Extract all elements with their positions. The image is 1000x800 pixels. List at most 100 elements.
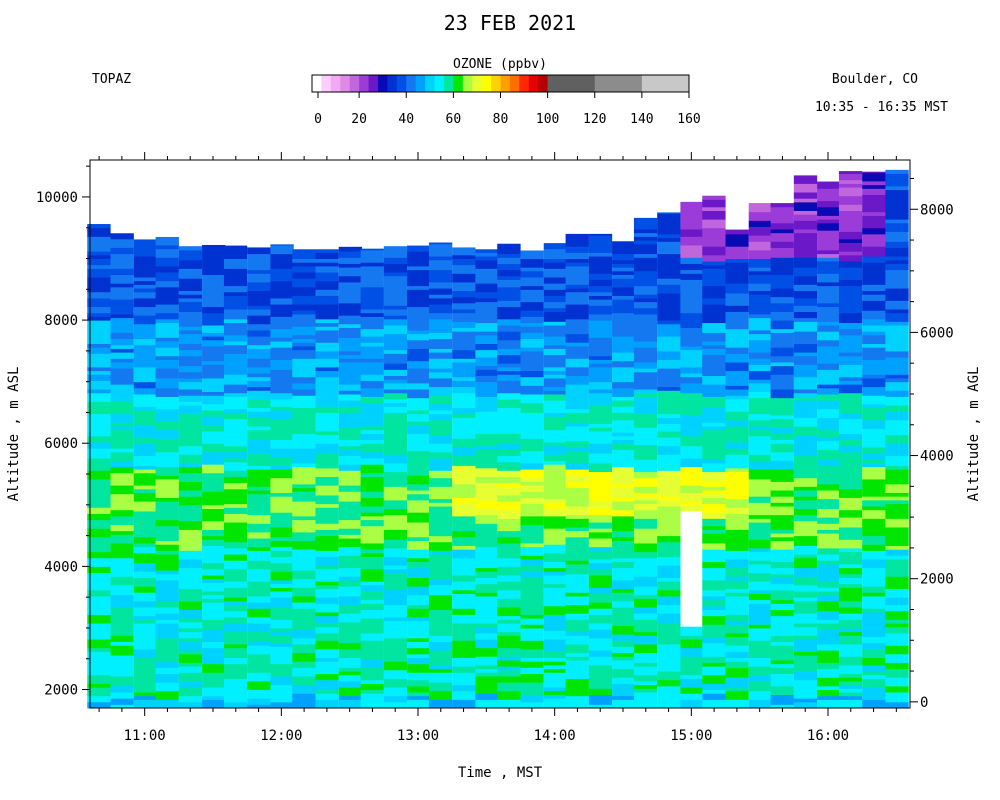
heatmap-cell [838, 501, 863, 511]
heatmap-cell [155, 377, 179, 385]
heatmap-cell [87, 695, 111, 703]
heatmap-cell [885, 222, 909, 232]
heatmap-cell [133, 393, 158, 401]
heatmap-cell [588, 413, 613, 421]
heatmap-cell [838, 352, 863, 357]
heatmap-cell [633, 496, 658, 501]
heatmap-cell [862, 252, 886, 257]
heatmap-cell [292, 310, 316, 315]
heatmap-cell [520, 332, 544, 340]
heatmap-cell [543, 289, 568, 296]
colorbar-bin-0 [312, 75, 322, 92]
heatmap-cell [292, 701, 316, 709]
heatmap-cell [565, 462, 589, 470]
heatmap-cell [543, 460, 568, 465]
heatmap-cell [247, 376, 271, 381]
heatmap-cell [770, 583, 794, 591]
heatmap-cell [702, 459, 726, 464]
heatmap-cell [748, 674, 773, 682]
heatmap-cell [588, 501, 613, 508]
heatmap-cell [885, 499, 909, 505]
heatmap-cell [202, 482, 226, 492]
heatmap-cell [702, 512, 726, 519]
heatmap-cell [338, 246, 363, 252]
heatmap-cell [565, 656, 589, 661]
heatmap-cell [838, 673, 863, 678]
heatmap-cell [247, 354, 271, 359]
heatmap-cell [292, 507, 316, 517]
heatmap-cell [110, 584, 134, 592]
heatmap-cell [565, 595, 589, 606]
heatmap-cell [725, 699, 749, 709]
heatmap-cell [520, 694, 544, 699]
heatmap-cell [202, 247, 226, 255]
heatmap-cell [543, 243, 568, 250]
heatmap-cell [725, 419, 749, 427]
heatmap-cell [633, 257, 658, 264]
heatmap-cell [428, 458, 453, 463]
heatmap-cell [315, 376, 339, 386]
heatmap-cell [383, 687, 408, 697]
heatmap-cell [133, 469, 158, 474]
heatmap-cell [247, 704, 271, 709]
heatmap-cell [360, 689, 384, 694]
heatmap-cell [155, 554, 179, 561]
heatmap-cell [862, 579, 886, 587]
heatmap-cell [383, 499, 408, 510]
heatmap-cell [770, 389, 794, 399]
heatmap-cell [612, 439, 636, 444]
colorbar-tick-label: 80 [493, 112, 509, 127]
heatmap-cell [770, 414, 794, 420]
heatmap-cell [725, 671, 749, 678]
heatmap-cell [543, 283, 568, 290]
heatmap-cell [202, 364, 226, 369]
heatmap-cell [315, 393, 339, 399]
heatmap-cell [612, 286, 636, 296]
heatmap-cell [885, 610, 909, 620]
heatmap-cell [223, 309, 248, 314]
heatmap-cell [315, 366, 339, 372]
heatmap-cell [748, 343, 773, 353]
heatmap-cell [475, 375, 499, 383]
heatmap-cell [520, 402, 544, 407]
heatmap-cell [838, 195, 863, 205]
heatmap-cell [315, 310, 339, 320]
heatmap-cell [543, 561, 568, 569]
heatmap-cell [428, 403, 453, 411]
heatmap-cell [110, 247, 134, 255]
heatmap-cell [838, 396, 863, 401]
heatmap-cell [407, 663, 431, 673]
heatmap-cell [633, 353, 658, 363]
heatmap-cell [612, 567, 636, 572]
heatmap-cell [885, 189, 909, 199]
heatmap-cell [497, 581, 521, 591]
heatmap-cell [292, 587, 316, 597]
heatmap-cell [155, 429, 179, 439]
heatmap-cell [338, 412, 363, 420]
heatmap-cell [475, 437, 499, 447]
heatmap-cell [565, 536, 589, 544]
heatmap-cell [702, 486, 726, 491]
heatmap-cell [407, 567, 431, 572]
heatmap-cell [475, 558, 499, 569]
heatmap-cell [497, 635, 521, 640]
heatmap-cell [885, 483, 909, 493]
heatmap-cell [497, 318, 521, 326]
heatmap-cell [360, 408, 384, 418]
heatmap-cell [862, 290, 886, 295]
heatmap-cell [885, 668, 909, 678]
heatmap-cell [612, 561, 636, 569]
heatmap-cell [338, 579, 363, 587]
heatmap-cell [223, 412, 248, 420]
heatmap-cell [87, 501, 111, 508]
heatmap-cell [862, 219, 886, 229]
heatmap-cell [793, 376, 818, 381]
heatmap-cell [838, 600, 863, 608]
heatmap-cell [657, 694, 681, 702]
heatmap-cell [87, 374, 111, 381]
heatmap-cell [155, 501, 179, 511]
heatmap-cell [315, 603, 339, 613]
heatmap-cell [633, 247, 658, 255]
heatmap-cell [110, 576, 134, 586]
colorbar-tick-label: 0 [314, 112, 322, 127]
